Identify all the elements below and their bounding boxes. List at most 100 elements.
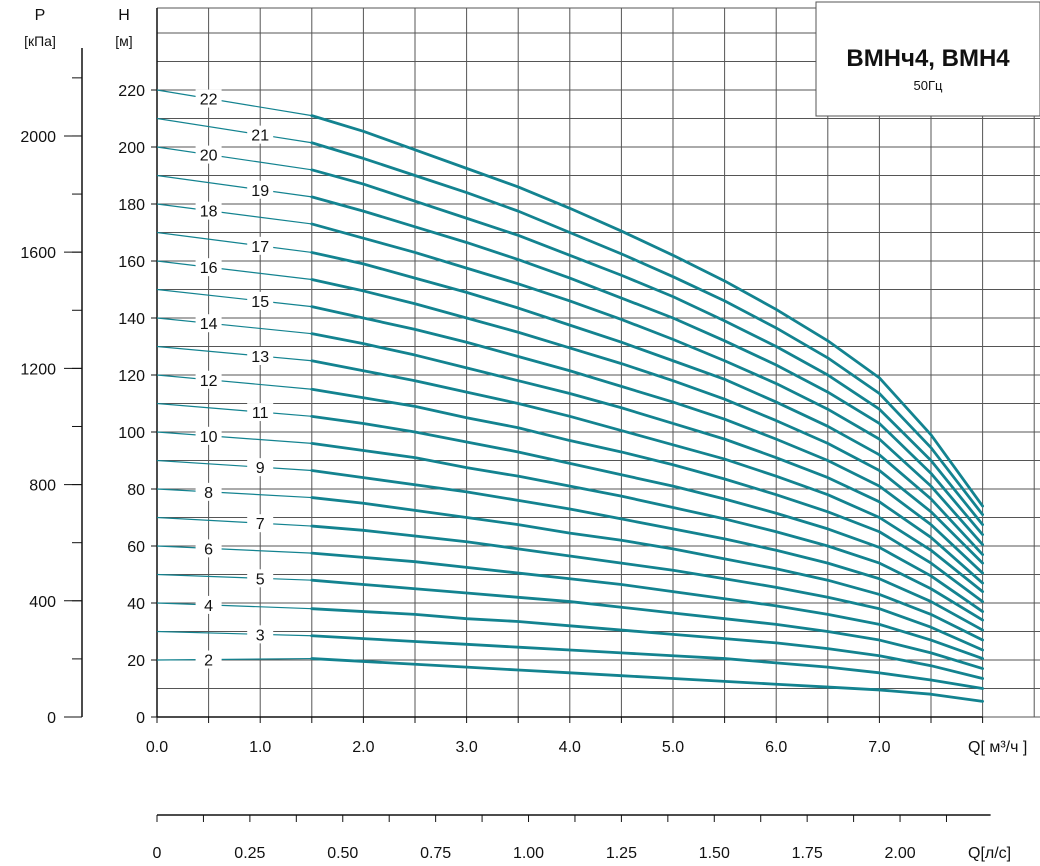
curve-21 (310, 141, 984, 517)
curve-label-9: 9 (256, 460, 265, 477)
curve-4 (310, 607, 984, 680)
curve-leadin-15 (156, 288, 312, 308)
title-box: ВМНч4, ВМН4 50Гц (815, 1, 1040, 117)
curve-label-bg (195, 595, 222, 614)
curve-leadin-3 (156, 630, 312, 637)
curve-18 (310, 222, 984, 546)
p-axis-tick-label: 0 (47, 710, 56, 727)
curve-17 (310, 251, 984, 556)
curve-3 (310, 634, 984, 690)
curve-label-bg (247, 291, 274, 310)
curve-leadin-14 (156, 317, 312, 335)
curve-11 (310, 414, 984, 613)
curve-leadin-20 (156, 146, 312, 171)
curve-label-bg (195, 201, 222, 220)
performance-curves (156, 89, 984, 703)
h-axis-tick-label: 200 (118, 140, 145, 157)
curve-label-6: 6 (204, 541, 213, 558)
curve-label-bg (247, 403, 274, 422)
q-ls-tick-label: 1.75 (792, 845, 823, 862)
h-axis-tick-label: 20 (127, 653, 145, 670)
curve-label-bg (195, 89, 222, 108)
q-m3h-tick-label: 1.0 (249, 739, 271, 756)
p-axis-tick-label: 800 (29, 478, 56, 495)
p-axis-tick-label: 1600 (20, 245, 56, 262)
q-m3h-tick-label: 2.0 (352, 739, 374, 756)
curve-22 (310, 114, 984, 508)
curve-label-5: 5 (256, 571, 265, 588)
curve-16 (310, 278, 984, 565)
h-axis-tick-label: 40 (127, 596, 145, 613)
curve-leadin-22 (156, 89, 312, 117)
q-m3h-tick-label: 0.0 (146, 739, 168, 756)
chart-title: ВМНч4, ВМН4 (846, 45, 1010, 72)
curve-leadin-21 (156, 117, 312, 144)
curve-label-bg (247, 180, 274, 199)
h-axis-tick-label: 220 (118, 83, 145, 100)
curve-leadin-8 (156, 488, 312, 499)
h-axis-label: H (118, 7, 130, 24)
chart-subtitle: 50Гц (914, 78, 943, 93)
curve-label-11: 11 (252, 405, 269, 422)
curve-label-bg (195, 539, 222, 558)
curve-label-12: 12 (200, 373, 218, 390)
q-ls-tick-label: 0.50 (327, 845, 358, 862)
p-axis-label: P (35, 7, 46, 24)
q-ls-tick-label: 0.25 (234, 845, 265, 862)
q-m3h-tick-label: 5.0 (662, 739, 684, 756)
curve-label-21: 21 (251, 128, 269, 145)
curve-9 (310, 469, 984, 632)
curve-leadin-6 (156, 545, 312, 554)
curve-label-bg (195, 482, 222, 501)
curve-label-bg (195, 650, 222, 669)
q-ls-tick-label: 0.75 (420, 845, 451, 862)
h-axis-tick-label: 140 (118, 311, 145, 328)
curve-7 (310, 524, 984, 652)
curve-6 (310, 551, 984, 660)
q-ls-tick-label: 0 (153, 845, 162, 862)
curve-label-bg (247, 625, 274, 644)
curve-label-7: 7 (256, 516, 265, 533)
curve-15 (310, 305, 984, 575)
curve-label-bg (247, 125, 274, 144)
curve-label-18: 18 (200, 204, 218, 221)
h-axis-tick-label: 180 (118, 197, 145, 214)
q-m3h-tick-label: 4.0 (559, 739, 581, 756)
q-m3h-tick-label: 7.0 (868, 739, 890, 756)
curve-leadin-7 (156, 516, 312, 527)
curve-label-8: 8 (204, 485, 213, 502)
curve-label-bg (247, 458, 274, 477)
curve-leadin-10 (156, 431, 312, 444)
curve-label-16: 16 (200, 260, 218, 277)
curve-14 (310, 332, 984, 585)
curve-leadin-9 (156, 459, 312, 472)
curve-label-14: 14 (200, 316, 218, 333)
h-axis-tick-label: 100 (118, 425, 145, 442)
curve-10 (310, 441, 984, 622)
q-ls-tick-label: 1.00 (513, 845, 544, 862)
curve-label-bg (247, 347, 274, 365)
curve-label-2: 2 (204, 653, 213, 670)
curve-20 (310, 168, 984, 527)
curve-leadin-12 (156, 374, 312, 390)
curve-labels: 2 3 4 5 6 7 8 9 10 11 12 13 14 15 16 17 18 19 20 21 22 (195, 89, 274, 670)
curve-label-20: 20 (200, 148, 218, 165)
q-ls-tick-label: 1.50 (699, 845, 730, 862)
p-axis-unit: [кПа] (24, 33, 56, 49)
curve-leadin-18 (156, 203, 312, 225)
curve-label-bg (247, 514, 274, 533)
q-ls-tick-label: 2.00 (884, 845, 915, 862)
curve-label-bg (195, 370, 222, 389)
q-m3h-tick-label: 6.0 (765, 739, 787, 756)
curve-label-15: 15 (251, 294, 269, 311)
curve-leadin-5 (156, 573, 312, 581)
h-axis-tick-label: 120 (118, 368, 145, 385)
curve-19 (310, 195, 984, 536)
p-axis-tick-label: 2000 (20, 129, 56, 146)
curve-label-bg (247, 569, 274, 588)
curve-leadin-19 (156, 174, 312, 198)
p-axis-tick-label: 400 (29, 594, 56, 611)
h-axis-unit: [м] (115, 33, 132, 49)
